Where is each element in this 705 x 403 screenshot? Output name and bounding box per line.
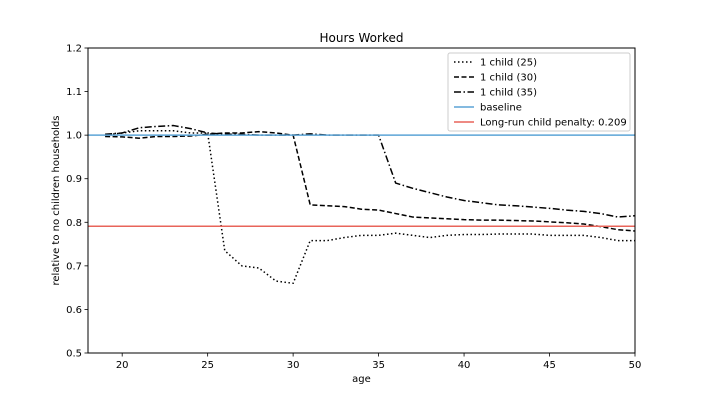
legend-label: 1 child (35) xyxy=(480,88,537,99)
y-tick-label: 1.2 xyxy=(66,44,82,55)
y-tick-label: 0.8 xyxy=(66,218,82,229)
x-axis: 20 25 30 35 40 45 50 xyxy=(116,353,642,371)
y-tick-label: 0.5 xyxy=(66,349,82,360)
y-tick-label: 1.1 xyxy=(66,87,82,98)
y-tick-label: 0.6 xyxy=(66,305,82,316)
plot-frame xyxy=(87,47,636,354)
y-tick-label: 0.9 xyxy=(66,174,82,185)
y-axis: 0.5 0.6 0.7 0.8 0.9 1.0 1.1 1.2 xyxy=(66,44,88,360)
x-tick-label: 25 xyxy=(201,360,214,371)
x-axis-title: age xyxy=(352,374,371,385)
x-tick-label: 20 xyxy=(116,360,129,371)
series-layer xyxy=(88,124,636,285)
y-tick-label: 0.7 xyxy=(66,261,82,272)
chart-title: Hours Worked xyxy=(320,31,404,45)
series-line-2 xyxy=(105,130,636,232)
y-axis-title: relative to no children households xyxy=(51,116,62,286)
x-tick-label: 50 xyxy=(629,360,642,371)
x-tick-label: 40 xyxy=(458,360,471,371)
x-tick-label: 30 xyxy=(287,360,300,371)
legend: 1 child (25) 1 child (30) 1 child (35) base… xyxy=(447,52,631,132)
legend-label: 1 child (25) xyxy=(480,58,537,69)
x-tick-label: 35 xyxy=(372,360,385,371)
legend-label: 1 child (30) xyxy=(480,73,537,84)
legend-label: Long-run child penalty: 0.209 xyxy=(480,118,627,129)
series-line-1 xyxy=(104,130,635,285)
legend-label: baseline xyxy=(480,103,522,114)
x-tick-label: 45 xyxy=(543,360,556,371)
y-tick-label: 1.0 xyxy=(66,131,82,142)
legend-box xyxy=(447,52,631,132)
